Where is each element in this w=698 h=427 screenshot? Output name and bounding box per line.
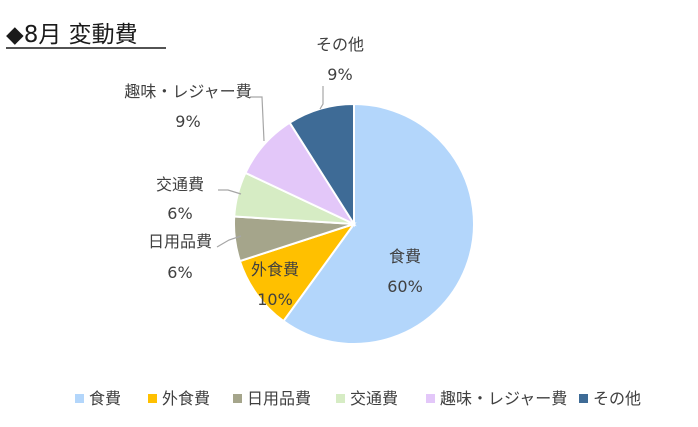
data-label-value-5: 9%: [175, 112, 200, 131]
leader-line-4: [218, 189, 242, 195]
data-label-category-1: 食費: [389, 247, 421, 266]
legend-item-6: その他: [579, 389, 641, 408]
data-label-value-6: 9%: [327, 65, 352, 84]
legend-swatch-2: [148, 394, 157, 403]
legend-swatch-6: [579, 394, 588, 403]
leader-line-5: [250, 96, 265, 142]
data-label-category-4: 交通費: [156, 175, 204, 194]
legend-swatch-4: [336, 394, 345, 403]
legend-label-6: その他: [593, 389, 641, 408]
data-label-value-4: 6%: [167, 204, 192, 223]
legend-item-4: 交通費: [336, 389, 398, 408]
data-label-category-3: 日用品費: [148, 232, 212, 251]
legend-label-5: 趣味・レジャー費: [440, 389, 567, 408]
data-label-value-1: 60%: [387, 277, 423, 296]
pie-slice-2: [238, 222, 357, 323]
legend-label-1: 食費: [89, 389, 121, 408]
pie-slices: [233, 102, 475, 345]
leader-line-6: [319, 86, 324, 110]
data-label-value-3: 6%: [167, 263, 192, 282]
data-label-category-6: その他: [316, 35, 364, 54]
legend: 食費 外食費 日用品費 交通費 趣味・レジャー費 その他: [75, 389, 641, 408]
legend-swatch-3: [233, 394, 242, 403]
leader-line-3: [216, 235, 242, 248]
pie-slice-1: [282, 102, 475, 345]
legend-label-4: 交通費: [350, 389, 398, 408]
data-label-category-2: 外食費: [251, 260, 299, 279]
data-labels: 食費 60% 外食費 10% 日用品費 6% 交通費 6% 趣味・レジャー費 9% その他 9%: [124, 35, 422, 309]
chart-title-text: ◆8月 変動費: [6, 22, 138, 48]
legend-item-1: 食費: [75, 389, 121, 408]
legend-label-2: 外食費: [162, 389, 210, 408]
legend-item-3: 日用品費: [233, 389, 311, 408]
legend-item-2: 外食費: [148, 389, 210, 408]
data-label-category-5: 趣味・レジャー費: [124, 82, 251, 101]
legend-swatch-5: [426, 394, 435, 403]
legend-item-5: 趣味・レジャー費: [426, 389, 567, 408]
chart-title: ◆8月 変動費: [6, 22, 166, 49]
legend-label-3: 日用品費: [247, 389, 311, 408]
legend-swatch-1: [75, 394, 84, 403]
leader-lines: [216, 86, 324, 248]
data-label-value-2: 10%: [257, 290, 293, 309]
